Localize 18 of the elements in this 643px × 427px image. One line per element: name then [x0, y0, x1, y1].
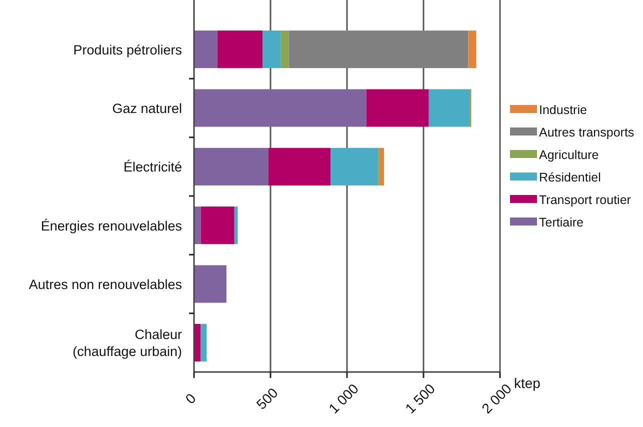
- y-tick-label: Autres non renouvelables: [28, 277, 182, 292]
- y-tick-label: Gaz naturel: [112, 101, 182, 116]
- legend-label: Autres transports: [539, 126, 634, 140]
- legend-label: Agriculture: [539, 148, 599, 162]
- x-tick-label: 0: [182, 390, 200, 407]
- legend-label: Transport routier: [539, 193, 631, 207]
- x-tick-label: 1 000: [325, 380, 362, 417]
- x-axis-title: ktep: [514, 375, 541, 391]
- y-tick-label: Énergies renouvelables: [40, 218, 182, 234]
- x-tick-label: 1 500: [402, 380, 438, 417]
- legend-label: Résidentiel: [539, 170, 601, 184]
- x-tick-label: 2 000: [478, 380, 515, 417]
- y-tick-label: Électricité: [123, 160, 182, 175]
- legend-label: Industrie: [539, 103, 587, 117]
- legend-label: Tertiaire: [539, 216, 584, 230]
- x-tick-label: 500: [253, 384, 282, 412]
- y-tick-label: Produits pétroliers: [73, 42, 182, 58]
- y-tick-label: Chaleur (chauffage urbain): [72, 327, 182, 360]
